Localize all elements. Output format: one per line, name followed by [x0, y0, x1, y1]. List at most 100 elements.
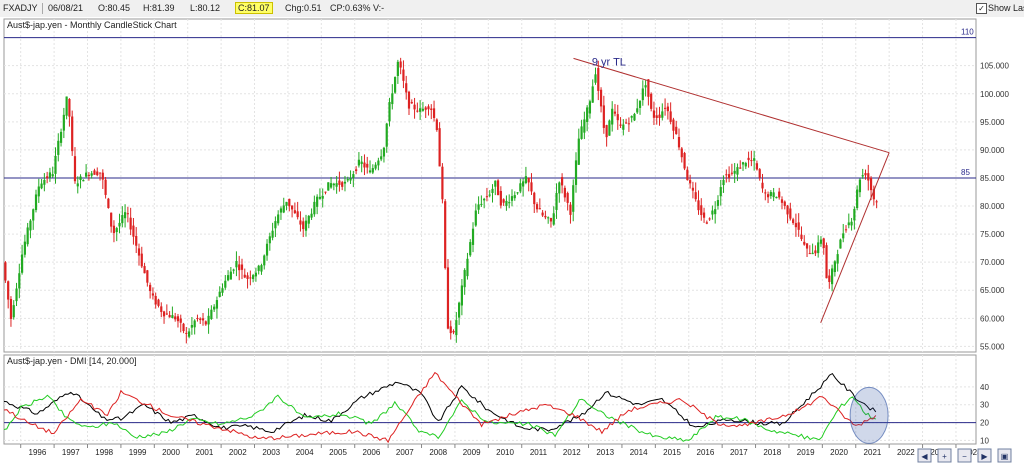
reference-line-label: 85 — [961, 168, 970, 177]
candle-body — [541, 212, 544, 216]
low-label: L:80.12 — [190, 3, 221, 13]
close-label: C:81.07 — [235, 2, 273, 14]
candle-body — [741, 162, 745, 165]
candle-body — [162, 311, 166, 317]
highlight-ellipse — [849, 386, 889, 444]
candle-body — [797, 222, 800, 230]
candle-body — [830, 268, 834, 285]
candle-body — [193, 320, 196, 328]
candle-body — [4, 262, 7, 281]
candle-body — [658, 114, 661, 118]
candle-body — [59, 131, 63, 143]
scroll-right-icon[interactable] — [977, 448, 992, 463]
candle-body — [432, 108, 436, 118]
candle-body — [677, 136, 681, 148]
candle-body — [761, 182, 764, 189]
x-tick-label: 2015 — [663, 448, 681, 457]
candle-body — [9, 298, 13, 319]
candle-body — [132, 225, 135, 237]
candle-body — [424, 107, 427, 110]
x-tick-label: 2021 — [864, 448, 882, 457]
expand-icon-glyph: ▣ — [1001, 452, 1009, 461]
dmi-series-line — [3, 394, 876, 442]
trendline-annotation: 9 yr TL — [592, 57, 626, 69]
candle-body — [329, 183, 333, 188]
candle-body — [560, 177, 564, 186]
candle-body — [399, 61, 402, 68]
show-last-checkbox[interactable]: ✓ — [976, 3, 987, 14]
candle-body — [608, 120, 611, 136]
candle-body — [499, 190, 502, 206]
candle-body — [18, 273, 21, 289]
candle-body — [48, 172, 52, 178]
candle-body — [407, 91, 411, 109]
candle-body — [93, 170, 96, 175]
symbol-label: FXADJY — [3, 3, 38, 13]
candle-body — [321, 195, 324, 199]
toolbar-separator — [42, 3, 43, 14]
candle-body — [332, 183, 335, 186]
x-tick-label: 2002 — [229, 448, 247, 457]
candle-body — [733, 170, 736, 174]
candle-body — [140, 253, 143, 267]
candle-body — [368, 170, 372, 173]
candle-body — [213, 306, 216, 310]
candle-body — [371, 168, 374, 173]
candle-body — [96, 171, 99, 176]
candle-body — [310, 213, 313, 218]
candle-body — [722, 180, 725, 186]
candle-body — [471, 228, 475, 245]
price-tick-label: 80.000 — [980, 202, 1005, 211]
candle-body — [243, 274, 246, 278]
candle-body — [7, 281, 10, 300]
expand-icon[interactable] — [997, 448, 1012, 463]
candle-body — [655, 115, 658, 118]
reference-line-label: 110 — [961, 28, 974, 37]
candle-body — [110, 212, 113, 227]
candle-body — [719, 187, 722, 197]
candle-body — [68, 98, 71, 117]
candle-body — [218, 291, 221, 297]
candle-body — [613, 111, 617, 114]
x-tick-label: 2004 — [296, 448, 314, 457]
zoom-icon[interactable] — [937, 448, 952, 463]
candle-body — [488, 194, 491, 196]
candle-body — [844, 229, 848, 231]
candle-body — [527, 177, 530, 183]
candle-body — [694, 192, 697, 200]
candle-body — [716, 200, 720, 206]
candle-body — [413, 104, 416, 110]
candle-body — [377, 160, 380, 166]
candle-body — [794, 223, 798, 228]
price-tick-label: 70.000 — [980, 258, 1005, 267]
candle-body — [811, 252, 814, 255]
candle-body — [869, 177, 873, 191]
candle-body — [421, 108, 425, 111]
candle-body — [697, 200, 700, 211]
candle-body — [360, 161, 363, 165]
candle-body — [307, 215, 310, 224]
candle-body — [661, 111, 664, 118]
candle-body — [249, 277, 252, 279]
candle-body — [469, 242, 472, 256]
candle-body — [355, 169, 358, 172]
candle-body — [135, 235, 138, 246]
zoom-out-icon[interactable] — [957, 448, 972, 463]
candle-body — [157, 299, 160, 306]
candle-body — [12, 305, 15, 318]
candle-body — [430, 108, 433, 111]
candle-body — [388, 101, 391, 122]
trendline — [820, 152, 890, 323]
candle-body — [483, 198, 486, 201]
price-tick-label: 95.000 — [980, 118, 1005, 127]
price-tick-label: 90.000 — [980, 146, 1005, 155]
candle-body — [143, 266, 146, 274]
candle-body — [254, 272, 258, 277]
x-tick-label: 2018 — [763, 448, 781, 457]
candle-body — [210, 309, 213, 320]
candle-body — [299, 220, 302, 225]
candle-body — [519, 183, 522, 192]
x-tick-label: 2001 — [196, 448, 214, 457]
scroll-left-icon[interactable] — [917, 448, 932, 463]
candle-body — [764, 192, 767, 194]
